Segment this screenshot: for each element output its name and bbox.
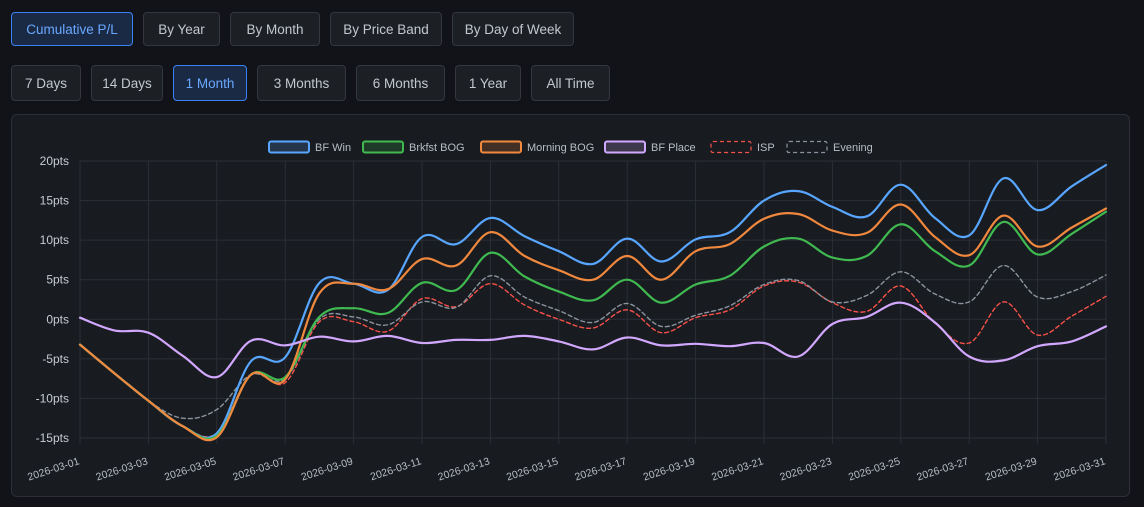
x-tick-label: 2026-03-13 (437, 455, 492, 483)
legend: BF Win Brkfst BOG Morning BOG BF Place ISP Ev… (268, 140, 873, 155)
tab-3-months[interactable]: 3 Months (257, 65, 346, 101)
legend-swatch (480, 140, 522, 154)
y-tick-label: -10pts (36, 391, 69, 405)
x-tick-label: 2026-03-29 (984, 455, 1039, 483)
tab-1-month[interactable]: 1 Month (173, 65, 247, 101)
view-tabs: Cumulative P/L By Year By Month By Price Ba… (11, 12, 574, 46)
y-tick-label: 5pts (46, 273, 69, 287)
cumulative-pl-chart: 20pts 15pts 10pts 5pts 0pts -5pts -10pts -15pts… (26, 140, 1108, 483)
tab-7-days[interactable]: 7 Days (11, 65, 81, 101)
x-tick-label: 2026-03-03 (95, 455, 150, 483)
y-tick-label: 10pts (40, 233, 69, 247)
legend-label: Brkfst BOG (409, 142, 465, 154)
x-tick-label: 2026-03-17 (573, 455, 628, 483)
tab-by-price-band[interactable]: By Price Band (330, 12, 442, 46)
legend-label: BF Win (315, 142, 351, 154)
y-tick-label: -5pts (42, 352, 69, 366)
legend-label: BF Place (651, 142, 696, 154)
legend-item-isp[interactable]: ISP (710, 140, 775, 155)
x-tick-label: 2026-03-21 (710, 455, 765, 483)
y-tick-label: 0pts (46, 312, 69, 326)
x-tick-label: 2026-03-25 (847, 455, 902, 483)
legend-item-brkfst-bog[interactable]: Brkfst BOG (362, 140, 465, 155)
tab-by-month[interactable]: By Month (230, 12, 320, 46)
x-tick-label: 2026-03-19 (642, 455, 697, 483)
x-tick-label: 2026-03-31 (1052, 455, 1107, 483)
y-tick-label: -15pts (36, 431, 69, 445)
legend-label: ISP (757, 142, 775, 154)
x-tick-label: 2026-03-07 (231, 455, 286, 483)
tab-by-year[interactable]: By Year (143, 12, 220, 46)
tab-cumulative-p-l[interactable]: Cumulative P/L (11, 12, 133, 46)
x-tick-label: 2026-03-09 (300, 455, 355, 483)
legend-swatch (786, 140, 828, 154)
legend-swatch (710, 140, 752, 154)
y-tick-label: 15pts (40, 194, 69, 208)
tab-14-days[interactable]: 14 Days (91, 65, 163, 101)
grid (79, 160, 1107, 444)
tab-by-day-of-week[interactable]: By Day of Week (452, 12, 574, 46)
legend-label: Evening (833, 142, 873, 154)
legend-swatch (604, 140, 646, 154)
tab-6-months[interactable]: 6 Months (356, 65, 445, 101)
legend-item-bf-place[interactable]: BF Place (604, 140, 696, 155)
y-tick-label: 20pts (40, 154, 69, 168)
chart-card: 20pts 15pts 10pts 5pts 0pts -5pts -10pts -15pts… (11, 114, 1130, 497)
x-tick-label: 2026-03-11 (369, 455, 423, 483)
legend-item-bf-win[interactable]: BF Win (268, 140, 351, 155)
tab-all-time[interactable]: All Time (531, 65, 610, 101)
series-line-bf-place (78, 301, 1108, 379)
tab-1-year[interactable]: 1 Year (455, 65, 521, 101)
legend-swatch (362, 140, 404, 154)
legend-item-morning-bog[interactable]: Morning BOG (480, 140, 594, 155)
x-tick-label: 2026-03-05 (163, 455, 218, 483)
range-tabs: 7 Days 14 Days 1 Month 3 Months 6 Months 1 Ye… (11, 65, 610, 101)
x-tick-label: 2026-03-01 (26, 455, 81, 483)
legend-swatch (268, 140, 310, 154)
series-line-bf-win (78, 163, 1108, 439)
x-tick-label: 2026-03-15 (505, 455, 560, 483)
x-tick-label: 2026-03-23 (779, 455, 834, 483)
legend-label: Morning BOG (527, 142, 594, 154)
x-tick-label: 2026-03-27 (915, 455, 970, 483)
legend-item-evening[interactable]: Evening (786, 140, 873, 155)
series-line-morning-bog (78, 203, 1108, 442)
